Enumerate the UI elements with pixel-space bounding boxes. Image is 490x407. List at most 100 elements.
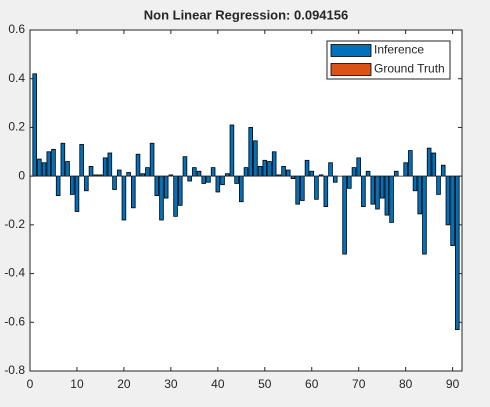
bar [102,157,108,177]
legend-label: Inference [374,43,424,57]
x-tick-label: 70 [352,377,366,391]
bar [159,175,164,221]
bar [192,167,197,177]
bar [342,175,347,255]
x-tick-label: 80 [399,377,413,391]
bar [182,156,188,177]
x-tick-label: 0 [27,377,34,391]
bar [285,169,291,177]
y-tick-label: -0.6 [4,314,25,328]
bar [206,175,211,183]
legend-swatch [330,63,372,76]
bar [229,124,235,177]
bar [37,158,42,177]
legend-label: Ground Truth [374,62,445,76]
y-tick-label: 0 [18,168,25,182]
bar [163,175,169,199]
bar [450,175,455,246]
bar [69,175,75,195]
x-tick-label: 10 [70,377,84,391]
bar [121,175,127,221]
bar [403,162,408,177]
x-tick-label: 30 [164,377,178,391]
bar [126,172,131,177]
bar [436,175,441,195]
bar [196,170,202,177]
bar [51,148,56,177]
bar [173,175,178,217]
bar [295,175,300,205]
bar [74,175,80,212]
bar [145,167,150,177]
bar [347,175,352,189]
bar [375,175,380,210]
bar [455,175,460,330]
bar [257,165,263,177]
bar [361,175,366,207]
bar [84,175,89,192]
bar [445,175,451,226]
bar [248,127,253,177]
bar [304,159,310,177]
bar [65,161,70,177]
bar [234,175,239,184]
bar [267,161,272,177]
x-tick-label: 40 [211,377,225,391]
bar [431,152,437,177]
bar [440,164,446,177]
bar [281,165,286,177]
bar [389,175,394,223]
bar [79,144,84,177]
bar [323,175,329,207]
bar [300,175,305,201]
y-tick-label: -0.2 [4,217,25,231]
bar [116,169,122,177]
bar [379,175,385,199]
bar [309,170,315,177]
x-tick-label: 90 [446,377,460,391]
bar [365,170,371,177]
chart-title: Non Linear Regression: 0.094156 [144,7,348,22]
bar [328,162,333,177]
bar [426,147,432,177]
bar [88,165,94,177]
bar [422,175,427,255]
bar [107,152,113,177]
bar [393,170,399,177]
y-tick-label: -0.8 [4,363,25,377]
bar [131,175,136,209]
bar [149,142,155,177]
y-tick-label: 0.6 [8,22,25,36]
bar [177,175,183,206]
y-tick-label: 0.4 [8,71,25,85]
bar [201,175,207,184]
bar [271,151,277,177]
bar [187,175,192,182]
bar [32,73,37,177]
bar [215,175,221,193]
bar [262,159,268,177]
x-tick-label: 50 [258,377,272,391]
bar [55,175,61,197]
y-tick-label: -0.4 [4,266,25,280]
bar [243,167,249,177]
bar [314,175,319,200]
bar [220,175,225,186]
plot-area [29,29,463,372]
bar [253,140,258,177]
x-tick-label: 60 [305,377,319,391]
y-tick-label: 0.2 [8,120,25,134]
bar [154,175,160,197]
bar [384,175,390,216]
bar [135,153,141,177]
bar [408,150,413,177]
bar [332,175,338,183]
bar [351,167,357,177]
bar [412,175,418,192]
bar [239,175,244,203]
bar [210,167,216,177]
bar [356,157,361,177]
bar [417,175,423,215]
